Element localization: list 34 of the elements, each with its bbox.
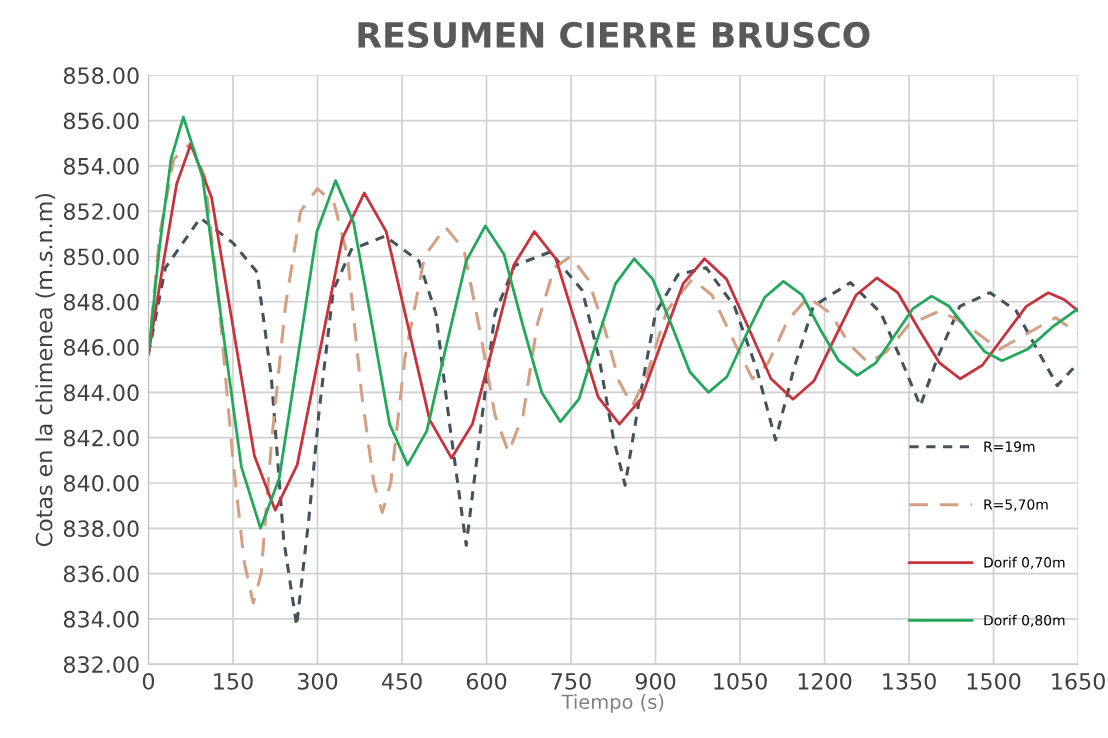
legend-label: R=19m bbox=[984, 441, 1035, 452]
y-tick-label: 858.00 bbox=[63, 67, 139, 85]
x-axis-title: Tiempo (s) bbox=[561, 694, 664, 713]
y-tick-label: 844.00 bbox=[63, 384, 139, 402]
y-tick-label: 850.00 bbox=[63, 248, 139, 266]
y-tick-label: 832.00 bbox=[63, 656, 139, 673]
y-tick-label: 836.00 bbox=[63, 565, 139, 583]
y-tick-label: 854.00 bbox=[63, 157, 139, 175]
y-tick-label: 842.00 bbox=[63, 429, 139, 447]
legend-label: Dorif 0,80m bbox=[984, 614, 1065, 627]
x-tick-label: 750 bbox=[551, 672, 591, 690]
y-tick-label: 838.00 bbox=[63, 520, 139, 538]
line-series bbox=[148, 141, 1079, 605]
chart-title: RESUMEN CIERRE BRUSCO bbox=[358, 21, 870, 48]
x-tick-label: 300 bbox=[297, 672, 338, 690]
y-tick-label: 834.00 bbox=[63, 610, 139, 628]
x-tick-label: 0 bbox=[142, 672, 155, 690]
y-tick-label: 840.00 bbox=[63, 474, 139, 492]
x-tick-label: 1050 bbox=[714, 672, 767, 690]
y-axis-title: Cotas en la chimenea (m.s.n.m) bbox=[35, 193, 56, 547]
y-tick-label: 852.00 bbox=[63, 203, 139, 220]
x-tick-label: 1200 bbox=[798, 672, 852, 690]
y-tick-label: 846.00 bbox=[63, 339, 139, 356]
y-tick-label: 856.00 bbox=[63, 112, 139, 130]
x-tick-label: 1650 bbox=[1052, 672, 1105, 690]
x-tick-label: 600 bbox=[466, 672, 507, 690]
x-tick-label: 1500 bbox=[967, 672, 1021, 690]
legend-label: R=5,70m bbox=[984, 499, 1048, 512]
x-tick-label: 150 bbox=[214, 672, 253, 690]
legend-label: Dorif 0,70m bbox=[984, 556, 1065, 570]
x-tick-label: 900 bbox=[635, 672, 676, 690]
x-tick-label: 450 bbox=[381, 672, 422, 690]
x-tick-label: 1350 bbox=[883, 672, 936, 690]
y-tick-label: 848.00 bbox=[63, 293, 139, 311]
